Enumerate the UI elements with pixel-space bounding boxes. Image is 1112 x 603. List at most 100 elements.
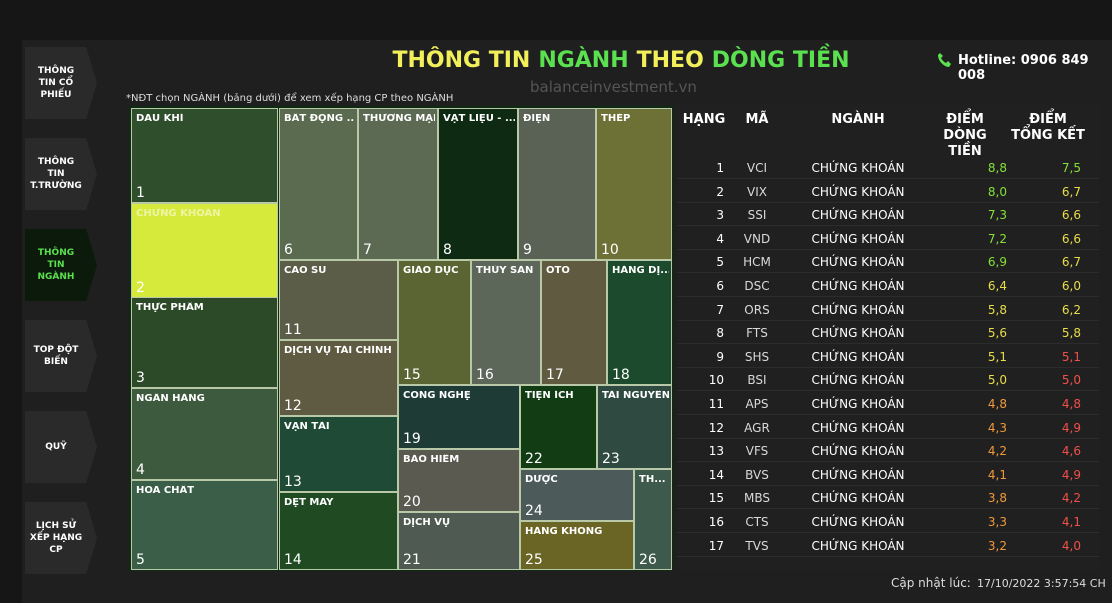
treemap-tile[interactable]: ĐIỆN 9: [518, 108, 596, 260]
nav-item[interactable]: THÔNG TIN T.TRƯỜNG: [25, 138, 97, 210]
tile-label: DỆT MAY: [284, 497, 334, 508]
watermark: balanceinvestment.vn: [530, 78, 697, 96]
treemap-tile[interactable]: NGÂN HÀNG 4: [131, 388, 278, 480]
tile-label: THỰC PHẨM: [136, 302, 204, 313]
total-score: 5,0: [1061, 373, 1081, 388]
total-score: 5,8: [1061, 326, 1081, 341]
flow-score: 4,2: [987, 444, 1007, 459]
total-score: 4,2: [1061, 491, 1081, 506]
row-divider: [677, 532, 1099, 533]
total-score: 4,8: [1061, 397, 1081, 411]
treemap-tile[interactable]: VẬN TẢI 13: [279, 416, 398, 492]
flow-score: 3,2: [987, 538, 1007, 553]
code[interactable]: BVS: [745, 467, 769, 482]
tile-label: ÔTÔ: [546, 265, 570, 276]
tile-label: NGÂN HÀNG: [136, 393, 205, 404]
column-header: NGÀNH: [831, 112, 885, 127]
treemap-tile[interactable]: CAO SU 11: [279, 260, 398, 340]
total-score: 6,6: [1061, 231, 1081, 246]
treemap-tile[interactable]: THỰC PHẨM 3: [131, 297, 278, 388]
treemap-tile[interactable]: TH... 26: [634, 469, 672, 570]
row-divider: [677, 319, 1099, 321]
tile-label: VẬT LIỆU - ...: [443, 113, 515, 124]
code[interactable]: APS: [745, 397, 769, 411]
total-score: 4,6: [1061, 444, 1081, 459]
tile-rank: 23: [602, 451, 620, 467]
flow-score: 5,6: [987, 326, 1007, 341]
treemap-tile[interactable]: TIỆN ÍCH 22: [520, 385, 597, 469]
hotline: Hotline: 0906 849 008: [958, 53, 1089, 83]
treemap-tile[interactable]: VẬT LIỆU - ... 8: [438, 108, 518, 260]
total-score: 7,5: [1061, 161, 1081, 175]
treemap-tile[interactable]: DỊCH VỤ TÀI CHÍNH 12: [279, 340, 398, 416]
treemap-tile[interactable]: ÔTÔ 17: [541, 260, 607, 385]
tile-rank: 21: [403, 552, 421, 568]
total-score: 6,0: [1061, 279, 1081, 293]
code[interactable]: HCM: [743, 255, 771, 270]
treemap-tile[interactable]: BẢO HIỂM 20: [398, 449, 520, 512]
treemap-tile[interactable]: DẦU KHÍ 1: [131, 108, 278, 203]
total-score: 4,0: [1061, 538, 1081, 553]
treemap-tile[interactable]: THỦY SẢN 16: [471, 260, 541, 385]
tile-rank: 4: [136, 462, 145, 478]
treemap-tile[interactable]: DỊCH VỤ 21: [398, 512, 520, 570]
code[interactable]: VIX: [747, 184, 767, 199]
code[interactable]: SHS: [744, 349, 770, 364]
rank: 7: [716, 302, 724, 317]
code[interactable]: VFS: [745, 444, 769, 459]
tile-rank: 24: [525, 503, 543, 519]
row-divider: [677, 248, 1099, 250]
nav-item[interactable]: TOP ĐỘT BIẾN: [25, 320, 97, 392]
flow-score: 5,1: [987, 349, 1007, 364]
code[interactable]: SSI: [747, 208, 767, 223]
tile-label: DỊCH VỤ TÀI CHÍNH: [284, 345, 392, 356]
treemap-tile[interactable]: BẤT ĐỘNG ... 6: [279, 108, 358, 260]
flow-score: 4,8: [987, 397, 1007, 411]
row-divider: [677, 201, 1099, 203]
rank: 9: [716, 349, 724, 364]
total-score: 6,2: [1061, 302, 1081, 317]
rank: 3: [716, 208, 724, 223]
tile-rank: 9: [523, 242, 532, 258]
treemap-tile[interactable]: DỆT MAY 14: [279, 492, 398, 570]
rank: 12: [708, 420, 724, 435]
tile-label: BẢO HIỂM: [403, 454, 460, 465]
flow-score: 5,8: [987, 302, 1007, 317]
code[interactable]: BSI: [747, 373, 767, 388]
treemap-tile[interactable]: HÓA CHẤT 5: [131, 480, 278, 570]
flow-score: 4,3: [987, 420, 1007, 435]
nav-item[interactable]: QUỸ: [25, 411, 97, 483]
code[interactable]: AGR: [744, 420, 770, 435]
treemap: DẦU KHÍ 1 CHỨNG KHOÁN 2 THỰC PHẨM 3 NGÂN HÀNG 4…: [129, 106, 673, 571]
row-divider: [677, 225, 1099, 227]
treemap-tile[interactable]: HÀNG KHÔNG 25: [520, 521, 634, 570]
nav-item[interactable]: LỊCH SỬ XẾP HẠNG CP: [25, 502, 97, 574]
code[interactable]: CTS: [745, 515, 769, 529]
treemap-tile[interactable]: GIÁO DỤC 15: [398, 260, 471, 385]
nav-item[interactable]: THÔNG TIN NGÀNH: [25, 229, 97, 301]
code[interactable]: VND: [743, 231, 771, 246]
tile-label: HÓA CHẤT: [136, 485, 195, 496]
treemap-tile[interactable]: DƯỢC 24: [520, 469, 634, 521]
total-score: 4,1: [1061, 515, 1081, 529]
tile-label: GIÁO DỤC: [403, 265, 459, 276]
nav-item[interactable]: THÔNG TIN CỔ PHIẾU: [25, 47, 97, 119]
code[interactable]: TVS: [745, 538, 769, 553]
tile-rank: 16: [476, 367, 494, 383]
sector: CHỨNG KHOÁN: [811, 515, 905, 529]
code[interactable]: FTS: [746, 326, 768, 341]
rank: 14: [708, 467, 724, 482]
tile-label: TÀI NGUYÊN: [602, 390, 669, 401]
treemap-tile[interactable]: TÀI NGUYÊN 23: [597, 385, 672, 469]
flow-score: 6,9: [987, 255, 1007, 270]
treemap-tile[interactable]: CÔNG NGHỆ 19: [398, 385, 520, 449]
row-divider: [677, 390, 1099, 392]
code[interactable]: DSC: [744, 279, 770, 293]
treemap-tile[interactable]: THƯƠNG MẠI 7: [358, 108, 438, 260]
treemap-tile[interactable]: THÉP 10: [596, 108, 672, 260]
code[interactable]: ORS: [744, 302, 770, 317]
code[interactable]: VCI: [746, 161, 768, 175]
treemap-tile[interactable]: HÀNG DỊ... 18: [607, 260, 672, 385]
code[interactable]: MBS: [744, 491, 770, 506]
treemap-tile[interactable]: CHỨNG KHOÁN 2: [131, 203, 278, 298]
